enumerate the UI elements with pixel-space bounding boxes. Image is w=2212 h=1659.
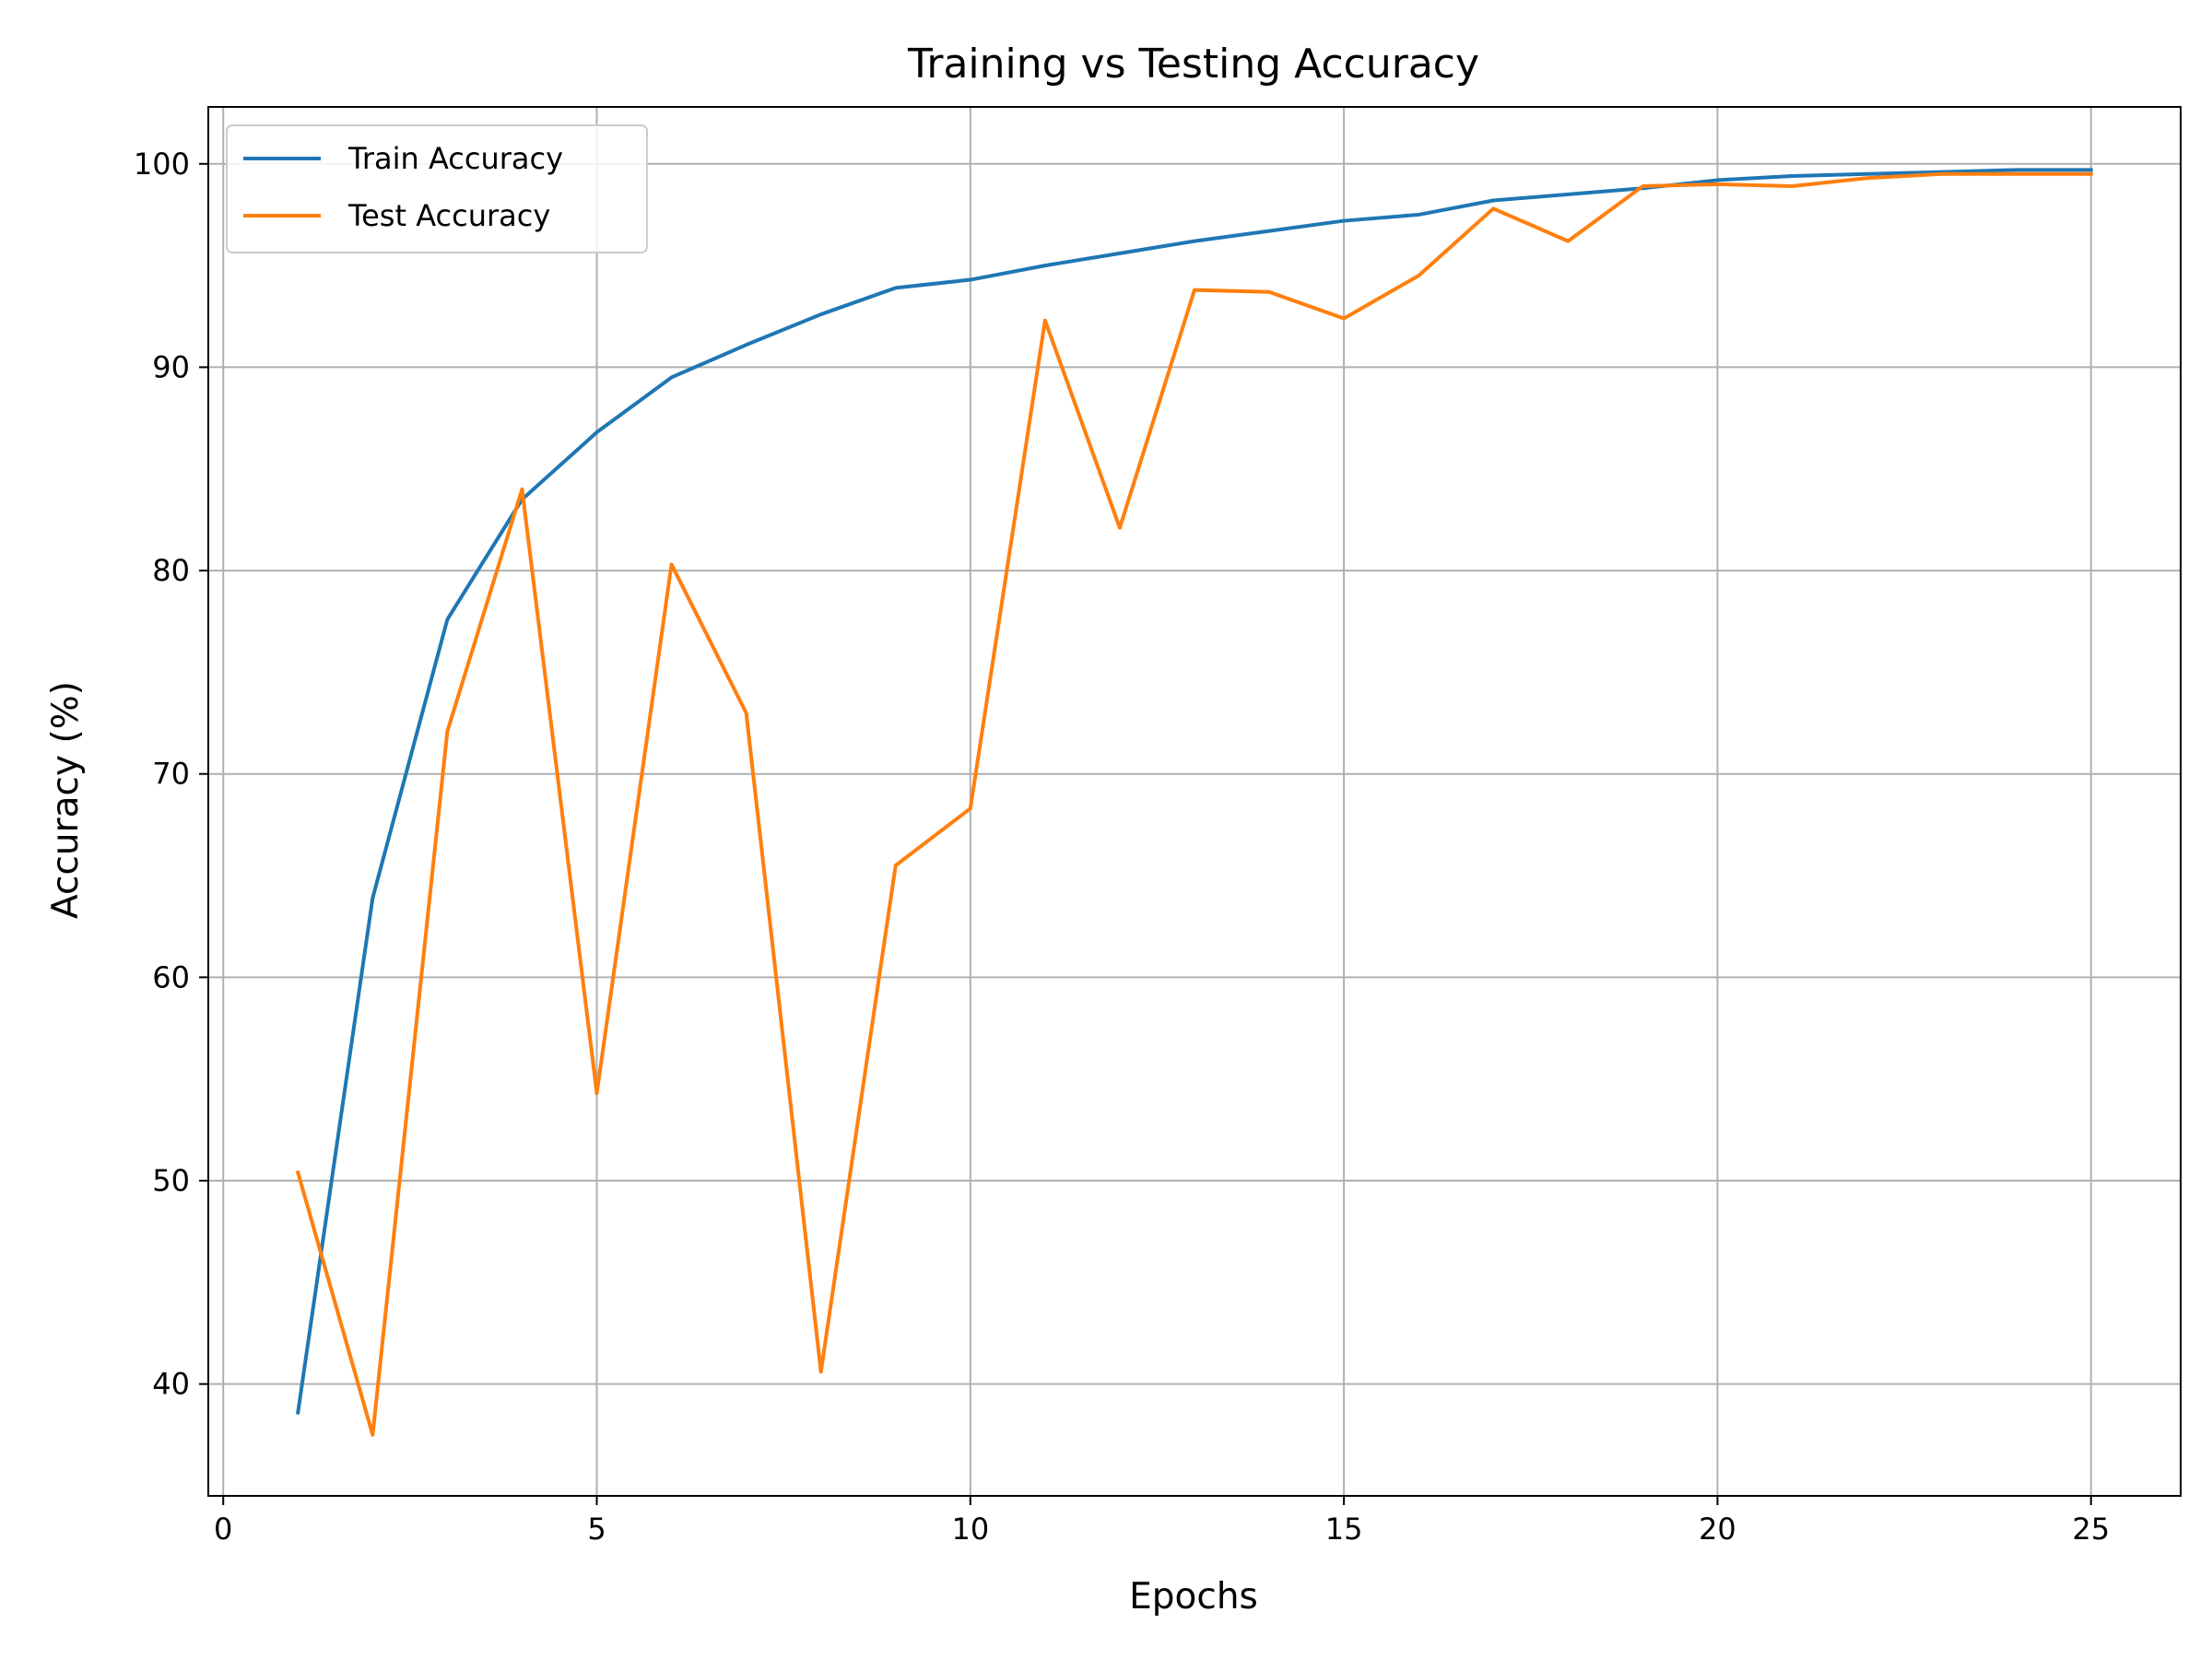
data-point-test-accuracy [1118,526,1122,530]
data-point-test-accuracy [2015,172,2018,176]
data-point-test-accuracy [1491,206,1495,210]
x-tick-label: 10 [951,1512,989,1547]
data-point-train-accuracy [1790,174,1794,178]
data-point-train-accuracy [1715,178,1719,182]
x-tick-label: 0 [214,1512,232,1547]
series-line-train-accuracy [296,168,2093,1415]
series-line-test-accuracy [295,171,2093,1437]
x-tick-label: 25 [2072,1512,2110,1547]
data-point-test-accuracy [1342,316,1346,320]
legend-label-train-accuracy: Train Accuracy [347,141,563,176]
data-point-test-accuracy [296,1171,300,1174]
data-point-train-accuracy [595,430,599,434]
data-point-test-accuracy [1790,184,1794,188]
data-point-test-accuracy [445,729,449,733]
legend-label-test-accuracy: Test Accuracy [347,198,550,233]
y-tick-label: 70 [152,757,190,792]
data-point-train-accuracy [296,1411,300,1415]
y-tick-label: 60 [152,959,190,994]
data-point-train-accuracy [969,278,972,282]
data-point-test-accuracy [371,1433,374,1437]
data-point-test-accuracy [1940,172,1944,176]
y-tick-label: 90 [152,349,190,384]
data-point-test-accuracy [969,806,972,810]
data-point-test-accuracy [520,488,524,491]
data-point-train-accuracy [1043,264,1047,267]
data-point-train-accuracy [670,375,674,379]
data-point-test-accuracy [1715,182,1719,186]
data-point-test-accuracy [1641,184,1644,188]
data-point-train-accuracy [2015,168,2018,171]
y-tick-label: 40 [152,1367,190,1402]
chart-title: Training vs Testing Accuracy [907,41,1479,88]
y-axis-ticks: 40 50 60 70 80 90 100 [134,147,208,1402]
x-axis-label: Epochs [1129,1576,1258,1618]
data-point-train-accuracy [819,312,823,316]
y-tick-label: 100 [134,147,190,182]
series-train-accuracy [296,168,2093,1415]
plot-frame [207,106,2182,1497]
data-point-test-accuracy [1865,176,1869,180]
legend: Train Accuracy Test Accuracy [226,124,648,253]
data-point-test-accuracy [2089,172,2093,176]
legend-box [226,124,648,253]
grid [208,107,2181,1496]
data-point-train-accuracy [2089,168,2093,171]
data-point-train-accuracy [745,343,748,347]
data-point-train-accuracy [1865,172,1869,176]
plot-series [295,168,2093,1437]
data-point-train-accuracy [1118,252,1122,255]
data-point-train-accuracy [445,618,449,621]
data-point-test-accuracy [595,1091,599,1095]
x-tick-label: 15 [1325,1512,1363,1547]
data-point-test-accuracy [1193,288,1196,292]
y-tick-label: 80 [152,553,190,588]
x-tick-label: 20 [1699,1512,1736,1547]
data-point-test-accuracy [894,864,898,867]
data-point-test-accuracy [1417,274,1420,277]
data-point-test-accuracy [670,562,674,566]
y-axis-label: Accuracy (%) [45,681,87,919]
data-point-test-accuracy [745,712,748,715]
x-tick-label: 5 [587,1512,606,1547]
data-point-train-accuracy [1417,213,1420,217]
data-point-train-accuracy [1566,193,1570,196]
data-point-train-accuracy [1342,219,1346,223]
y-tick-label: 50 [152,1163,190,1198]
data-point-test-accuracy [1566,240,1570,243]
data-point-train-accuracy [371,896,374,900]
data-point-test-accuracy [1043,319,1047,323]
data-point-train-accuracy [1193,240,1196,243]
data-point-train-accuracy [894,286,898,289]
data-point-test-accuracy [819,1370,823,1373]
data-point-train-accuracy [1491,199,1495,203]
data-point-train-accuracy [1267,229,1271,233]
data-point-test-accuracy [1267,290,1271,294]
x-axis-ticks: 0 5 10 15 20 25 [214,1496,2110,1547]
series-test-accuracy [295,171,2093,1437]
